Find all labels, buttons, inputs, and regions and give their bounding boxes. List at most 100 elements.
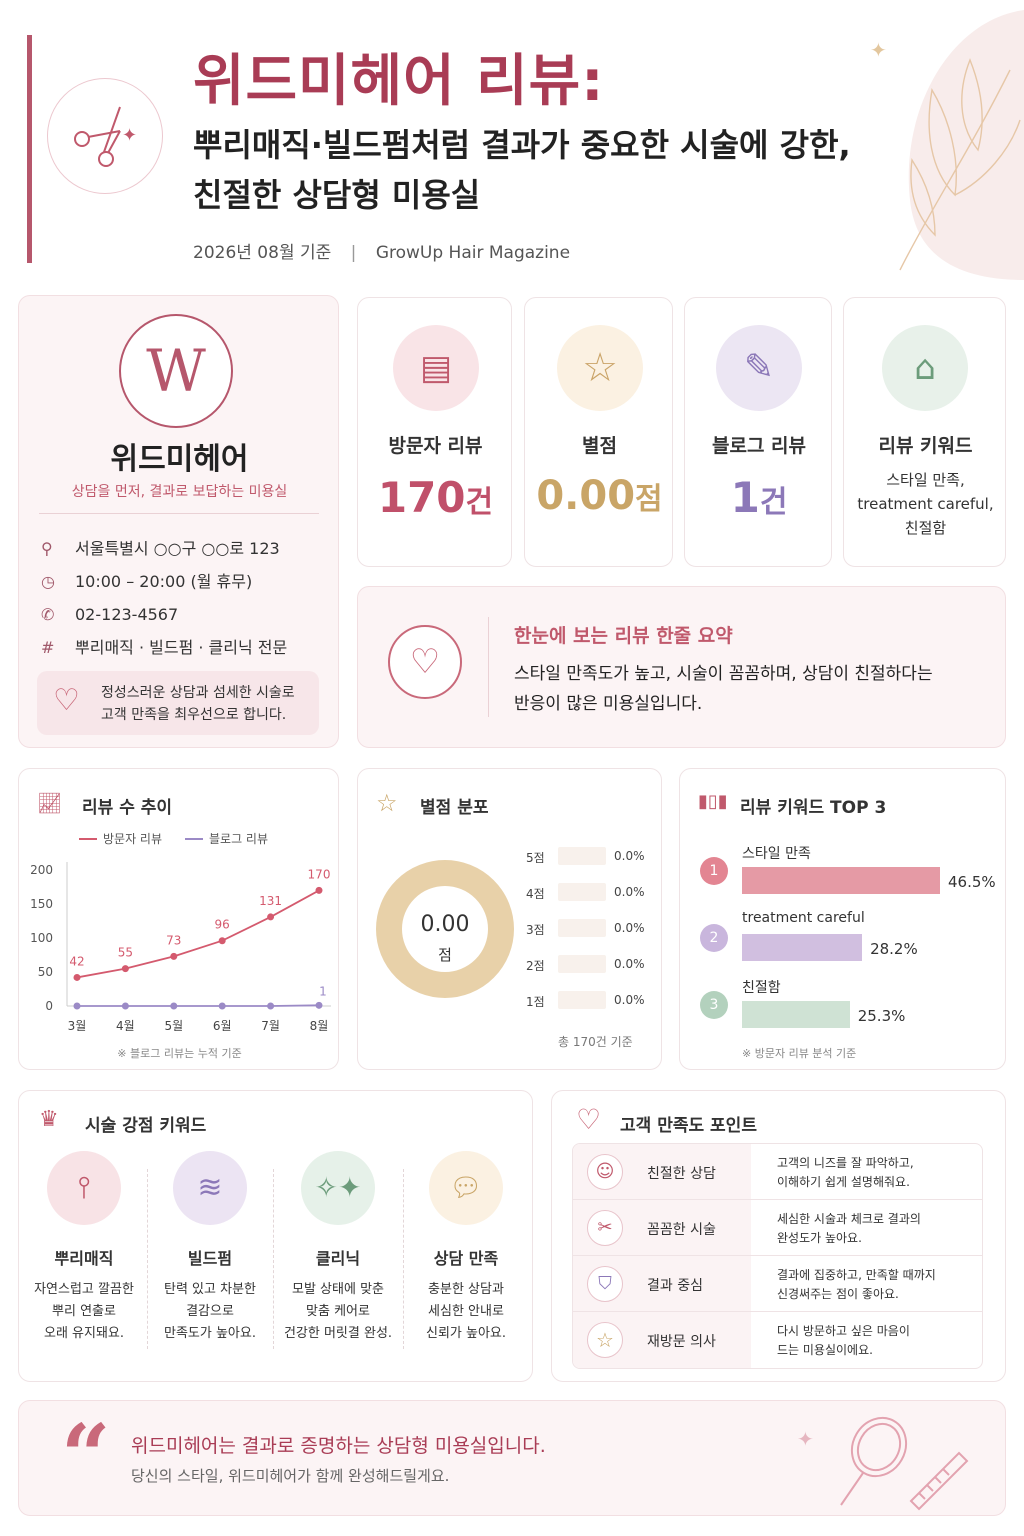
hours-text: 10:00 – 20:00 (월 휴무) xyxy=(75,572,253,591)
strength-desc: 맞춤 케어로 xyxy=(306,1304,370,1319)
rating-bar xyxy=(558,919,606,937)
footer-subline: 당신의 스타일, 위드미헤어가 함께 완성해드릴게요. xyxy=(131,1467,450,1485)
keyword-bars: 1 스타일 만족 46.5% 2 treatment careful 28.2% 3 친절함 2… xyxy=(680,841,1007,1041)
rating-bar xyxy=(558,991,606,1009)
clock-icon: ◷ xyxy=(41,572,55,591)
promise-box: ♡ 정성스러운 상담과 섬세한 시술로 고객 만족을 최우선으로 합니다. xyxy=(37,671,319,735)
strength-desc: 신뢰가 높아요. xyxy=(425,1326,507,1341)
salon-logo: W xyxy=(119,314,233,428)
rating-percent: 0.0% xyxy=(614,921,645,935)
phone-row[interactable]: ✆ 02-123-4567 xyxy=(41,598,287,631)
y-tick-label: 50 xyxy=(38,965,53,979)
shield-icon: ⛉ xyxy=(587,1266,623,1302)
strength-desc: 탄력 있고 차분한 xyxy=(164,1282,256,1297)
y-tick-label: 200 xyxy=(30,863,53,877)
satisfaction-row: ☆ 재방문 의사 다시 방문하고 싶은 마음이 드는 미용실이에요. xyxy=(573,1312,982,1368)
review-trend-card: 📈︎ 리뷰 수 추이 방문자 리뷰 블로그 리뷰 0 50 100 150 200 3월 4월 5… xyxy=(18,768,339,1070)
strength-desc: 자연스럽고 깔끔한 xyxy=(34,1282,134,1297)
satisfaction-desc: 세심한 시술과 체크로 결과의 xyxy=(777,1212,921,1226)
rating-percent: 0.0% xyxy=(614,957,645,971)
meta-separator: | xyxy=(350,243,357,263)
rating-row: 2점 0.0% xyxy=(518,955,658,991)
series-line xyxy=(77,1004,320,1007)
heart-icon: ♡ xyxy=(53,683,80,718)
star-icon: ☆ xyxy=(557,325,643,411)
donut-center-value: 0.00 xyxy=(420,912,470,937)
line-chart-icon: 📈︎ xyxy=(37,791,63,815)
data-point xyxy=(170,1002,178,1010)
divider xyxy=(403,1169,404,1349)
hours-row: ◷ 10:00 – 20:00 (월 휴무) xyxy=(41,565,287,598)
data-point xyxy=(315,1001,323,1009)
data-point xyxy=(121,965,129,973)
strengths-card: ♛ 시술 강점 키워드 ⫯ 뿌리매직 자연스럽고 깔끔한 뿌리 연출로 오래 유지돼… xyxy=(18,1090,533,1382)
satisfaction-label: 꼼꼼한 시술 xyxy=(647,1222,716,1238)
data-point xyxy=(73,1002,81,1010)
data-label: 73 xyxy=(166,933,181,947)
logo-badge: ✦ xyxy=(47,78,163,194)
pencil-icon: ✎ xyxy=(716,325,802,411)
data-label: 55 xyxy=(118,946,133,960)
promise-line2: 고객 만족을 최우선으로 합니다. xyxy=(101,707,287,723)
x-tick-label: 7월 xyxy=(261,1019,280,1033)
strength-item: ⫯ 뿌리매직 자연스럽고 깔끔한 뿌리 연출로 오래 유지돼요. xyxy=(23,1149,145,1369)
strength-desc: 오래 유지돼요. xyxy=(43,1326,125,1341)
satisfaction-desc: 드는 미용실이에요. xyxy=(777,1343,873,1357)
stat-label: 별점 xyxy=(582,435,617,457)
page-title: 위드미헤어 리뷰: xyxy=(193,49,605,114)
x-tick-label: 8월 xyxy=(310,1019,329,1033)
stat-card-visitor-reviews: ▤ 방문자 리뷰 170건 xyxy=(357,297,512,567)
data-label: 1 xyxy=(319,984,327,998)
trend-note: ※ 블로그 리뷰는 누적 기준 xyxy=(117,1047,242,1060)
data-label: 42 xyxy=(69,954,84,968)
rating-title: 별점 분포 xyxy=(420,798,489,818)
y-tick-label: 0 xyxy=(45,999,53,1013)
donut-center-unit: 점 xyxy=(438,946,452,964)
rating-row: 4점 0.0% xyxy=(518,883,658,919)
rank-badge: 2 xyxy=(700,924,728,952)
salon-profile-card: W 위드미헤어 상담을 먼저, 결과로 보답하는 미용실 ⚲ 서울특별시 ○○구 … xyxy=(18,295,339,748)
stat-card-rating: ☆ 별점 0.00점 xyxy=(524,297,673,567)
rating-row: 5점 0.0% xyxy=(518,847,658,883)
footer-banner: “ 위드미헤어는 결과로 증명하는 상담형 미용실입니다. 당신의 스타일, 위… xyxy=(18,1400,1006,1516)
rating-label: 2점 xyxy=(526,959,545,973)
hair-root-icon: ⫯ xyxy=(47,1151,121,1225)
satisfaction-desc: 결과에 집중하고, 만족할 때까지 xyxy=(777,1268,936,1282)
keyword-percent: 28.2% xyxy=(870,940,918,958)
sparkle-icon: ✦ xyxy=(797,1427,814,1451)
rating-label: 5점 xyxy=(526,851,545,865)
wavy-hair-icon: ≋ xyxy=(173,1151,247,1225)
donut-ring xyxy=(376,860,514,998)
phone-text[interactable]: 02-123-4567 xyxy=(75,605,179,624)
rating-bar xyxy=(558,847,606,865)
y-tick-label: 150 xyxy=(30,897,53,911)
person-icon: ☺ xyxy=(587,1154,623,1190)
data-point xyxy=(121,1002,129,1010)
divider xyxy=(39,513,319,514)
crown-icon: ♛ xyxy=(39,1107,59,1132)
keyword-bar xyxy=(742,934,863,961)
divider xyxy=(273,1169,274,1349)
svg-text:✦: ✦ xyxy=(122,125,137,146)
satisfaction-table: ☺ 친절한 상담 고객의 니즈를 잘 파악하고, 이해하기 쉽게 설명해줘요. ✂… xyxy=(572,1143,983,1369)
speech-bubble-icon: 💬︎ xyxy=(429,1151,503,1225)
keyword-bar xyxy=(742,867,940,894)
stat-unit: 점 xyxy=(635,482,663,517)
subtitle-line2: 친절한 상담형 미용실 xyxy=(193,176,481,214)
stat-label: 리뷰 키워드 xyxy=(878,435,973,457)
rank-badge: 3 xyxy=(700,991,728,1019)
y-tick-label: 100 xyxy=(30,931,53,945)
stat-value-row: 0.00점 xyxy=(525,473,674,519)
footer-headline: 위드미헤어는 결과로 증명하는 상담형 미용실입니다. xyxy=(131,1435,546,1457)
sparkle-icon: ✦ xyxy=(870,38,887,62)
satisfaction-row: ☺ 친절한 상담 고객의 니즈를 잘 파악하고, 이해하기 쉽게 설명해줘요. xyxy=(573,1144,982,1200)
divider xyxy=(488,617,489,717)
keyword-line: treatment careful, xyxy=(857,495,994,513)
keyword-top3-card: ▮▯▮ 리뷰 키워드 TOP 3 1 스타일 만족 46.5% 2 treatment … xyxy=(679,768,1006,1070)
chat-bubble-icon: ▤ xyxy=(393,325,479,411)
strength-desc: 모발 상태에 맞춘 xyxy=(292,1282,384,1297)
rating-percent: 0.0% xyxy=(614,993,645,1007)
satisfaction-desc: 완성도가 높아요. xyxy=(777,1231,862,1245)
satisfaction-label: 결과 중심 xyxy=(647,1278,703,1294)
summary-title: 한눈에 보는 리뷰 한줄 요약 xyxy=(514,625,733,647)
